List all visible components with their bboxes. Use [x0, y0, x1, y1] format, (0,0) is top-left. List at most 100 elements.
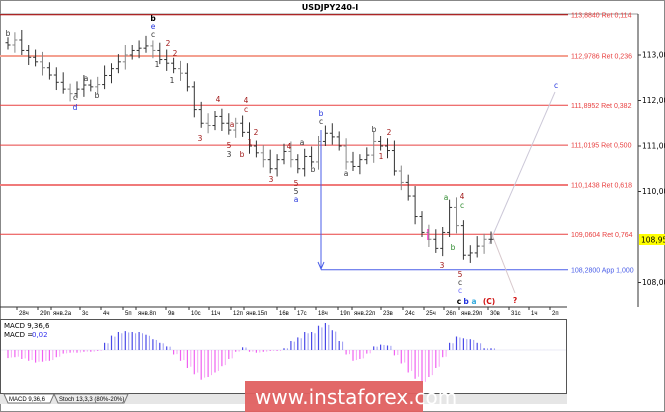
date-tick-label: 16в — [279, 311, 289, 317]
tab-macd[interactable]: MACD 9,36,6 — [3, 393, 55, 404]
wave-label: c — [151, 30, 155, 39]
price-bar — [302, 148, 308, 177]
price-bar — [136, 40, 142, 59]
date-tick-label: 25ч — [426, 311, 436, 317]
wave-label: c — [554, 81, 558, 90]
price-bar — [343, 138, 349, 170]
date-axis: 28ч 29п янв.2а 3с 4ч 5п янв.8п 9в 10с 11ч 12п янв.1… — [16, 307, 559, 317]
wave-label: 2 — [254, 128, 259, 137]
price-bar — [322, 125, 328, 146]
wave-label: a — [344, 169, 349, 178]
wave-label: 2 — [387, 128, 392, 137]
wave-label: e — [151, 22, 156, 31]
current-price-label: 108,951 — [641, 236, 665, 245]
wave-label: c — [458, 286, 462, 295]
price-bar — [433, 229, 439, 253]
price-bar — [33, 49, 39, 67]
price-bar — [267, 149, 273, 174]
date-tick-label: 19п — [340, 311, 350, 317]
price-bar — [60, 72, 66, 94]
date-tick-label: 3с — [82, 311, 88, 317]
wave-label: b — [463, 297, 469, 306]
price-bar — [371, 131, 377, 163]
fib-level-label: 113,8840 Ret 0,114 — [571, 12, 632, 19]
price-bar — [46, 62, 52, 80]
price-bar — [26, 44, 32, 66]
price-bar — [247, 122, 252, 154]
price-bar — [260, 145, 266, 168]
price-bar — [40, 51, 45, 76]
wave-label: a — [230, 120, 235, 129]
wave-label: a — [294, 195, 299, 204]
price-bar — [364, 147, 370, 165]
wave-label: 5 — [294, 187, 299, 196]
price-bar — [191, 81, 197, 118]
price-bar — [212, 110, 218, 131]
date-tick-label: янв.2а — [53, 311, 72, 317]
date-tick-label: 2п — [552, 311, 559, 317]
wave-label: 1 — [155, 60, 160, 69]
macd-value: 0,02 — [32, 331, 48, 339]
price-bar — [102, 65, 108, 90]
wave-label: b — [150, 14, 156, 23]
wave-label: 4 — [244, 96, 249, 105]
price-bar — [198, 101, 204, 128]
price-bar — [398, 165, 404, 191]
price-tick-label: 113,000 — [642, 51, 665, 60]
date-tick-label: 29п — [40, 311, 50, 317]
wave-label: c — [244, 105, 248, 114]
price-bar — [74, 81, 80, 99]
price-axis: 113,000 112,000 111,000 110,000 108,000 — [638, 51, 665, 287]
price-bar — [357, 154, 363, 175]
price-bar — [350, 151, 356, 172]
price-bar — [150, 40, 156, 59]
price-bar — [81, 75, 87, 97]
wave-label: 3 — [440, 261, 445, 270]
wave-label: b — [240, 150, 245, 159]
price-bar — [115, 54, 121, 74]
projection-down-line — [490, 231, 516, 294]
wave-label: b — [311, 165, 316, 174]
wave-label: 1 — [379, 152, 384, 161]
price-bar — [178, 60, 183, 81]
date-tick-label: 10с — [191, 311, 201, 317]
wave-label: a — [444, 193, 449, 202]
wave-label: 4 — [287, 142, 292, 151]
date-tick-label: 11ч — [211, 311, 220, 317]
price-bar — [309, 146, 315, 167]
price-bar — [19, 29, 25, 55]
tab-stoch[interactable]: Stoch 13,3,3 (80%-20%) — [53, 393, 129, 404]
wave-label: a — [471, 297, 476, 306]
price-tick-label: 110,000 — [642, 187, 665, 196]
price-bar — [143, 35, 149, 53]
price-bar — [53, 67, 59, 91]
price-bar — [405, 174, 411, 201]
price-bar — [95, 76, 101, 95]
price-bar — [122, 44, 128, 70]
wave-label: 4 — [460, 192, 465, 201]
fib-level-label: 110,1438 Ret 0,618 — [571, 182, 632, 189]
price-bar — [488, 231, 494, 244]
date-tick-label: янв.29п — [461, 311, 482, 317]
wave-label: c — [457, 297, 461, 306]
price-tick-label: 108,000 — [642, 278, 665, 287]
date-tick-label: 28ч — [19, 311, 29, 317]
date-tick-label: 12п — [233, 311, 243, 317]
wave-label: c — [458, 278, 462, 287]
wave-label: 1 — [170, 76, 175, 85]
macd-histogram — [1, 323, 566, 385]
price-bar — [454, 197, 459, 234]
wave-label: c — [460, 201, 464, 210]
wave-label: b — [372, 125, 377, 134]
date-tick-label: 5п — [125, 311, 132, 317]
projection-up-line — [488, 91, 556, 245]
price-tick-label: 112,000 — [642, 96, 665, 105]
wave-label: 1 — [248, 138, 253, 147]
price-bar — [253, 140, 259, 158]
price-bar — [240, 115, 246, 137]
tab-stoch-label: Stoch 13,3,3 (80%-20%) — [59, 397, 124, 403]
wave-label: 2 — [173, 49, 178, 58]
wave-label: b — [95, 91, 100, 100]
macd-title: MACD 9,36,6 — [4, 322, 50, 330]
